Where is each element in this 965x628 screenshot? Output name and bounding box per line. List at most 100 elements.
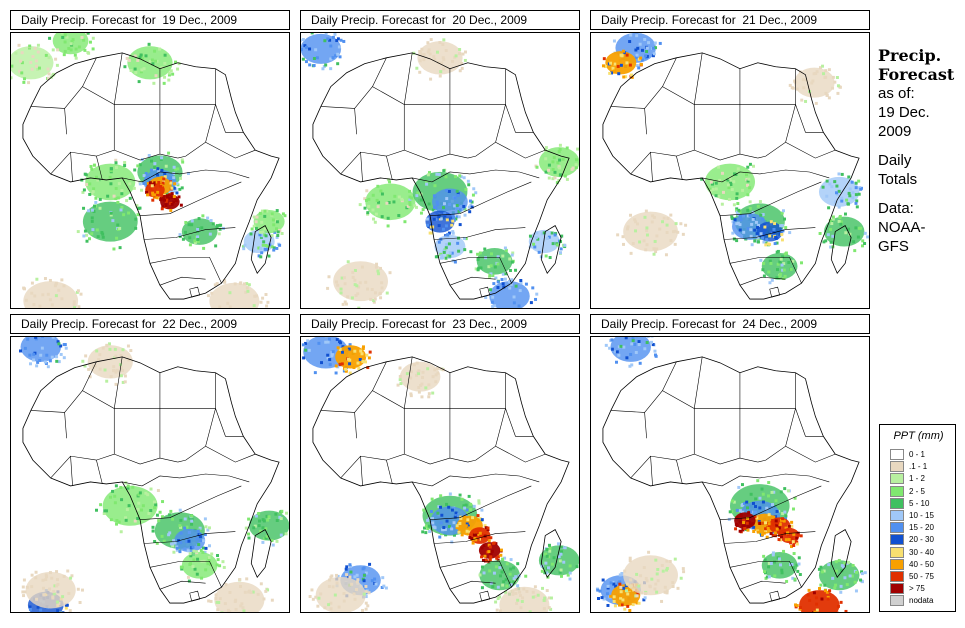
country-border: [739, 276, 786, 286]
country-border: [149, 257, 222, 284]
country-border: [122, 169, 250, 183]
country-border: [144, 531, 236, 544]
lesotho-outline: [769, 590, 781, 602]
country-border: [360, 456, 363, 486]
country-border: [694, 149, 758, 161]
legend-swatch: [890, 571, 904, 582]
country-border: [386, 460, 393, 485]
sidebar-title-line2: Forecast: [878, 65, 955, 84]
country-border: [372, 356, 413, 409]
country-border: [360, 152, 363, 182]
legend-swatch: [890, 473, 904, 485]
country-border: [739, 68, 796, 105]
totals-label: Totals: [878, 171, 918, 188]
legend-label: 1 - 2: [909, 474, 926, 484]
country-border: [30, 410, 67, 439]
lesotho-outline: [189, 590, 201, 602]
lesotho-outline: [479, 286, 491, 298]
country-border: [82, 52, 123, 105]
country-border: [354, 361, 387, 413]
madagascar-outline: [540, 529, 562, 579]
country-border: [630, 104, 695, 175]
country-border: [724, 227, 816, 240]
coastline: [312, 356, 570, 604]
lesotho-outline: [189, 286, 201, 298]
country-border: [114, 453, 178, 465]
precip-field: [301, 33, 579, 308]
country-border: [64, 57, 97, 109]
country-border: [320, 106, 357, 135]
country-border: [434, 227, 526, 240]
country-border: [412, 473, 540, 487]
country-border: [215, 104, 244, 133]
precip-field: [19, 337, 289, 612]
country-border: [439, 257, 512, 284]
country-border: [610, 106, 647, 135]
country-border: [215, 408, 244, 437]
asof-date: 19 Dec.: [878, 104, 930, 121]
country-border: [149, 561, 222, 588]
precip-map: [10, 32, 290, 309]
coastline: [602, 52, 860, 300]
country-border: [757, 408, 796, 463]
country-border: [505, 104, 534, 133]
country-border: [630, 408, 695, 479]
daily-label: Daily: [878, 152, 912, 169]
country-border: [449, 68, 506, 105]
panel-title: Daily Precip. Forecast for 19 Dec., 2009: [10, 10, 290, 30]
precip-map: [10, 336, 290, 613]
country-border: [159, 276, 206, 286]
country-border: [662, 52, 703, 105]
country-border: [114, 149, 178, 161]
legend-label: nodata: [909, 596, 934, 606]
country-border: [757, 104, 796, 159]
country-border: [785, 141, 836, 159]
country-border: [467, 104, 506, 159]
madagascar-outline: [830, 225, 852, 275]
asof-year: 2009: [878, 123, 912, 140]
precip-field: [595, 337, 867, 612]
country-border: [354, 57, 387, 109]
country-border: [720, 181, 822, 216]
country-border: [177, 408, 216, 463]
country-border: [729, 561, 802, 588]
sidebar-info: Precip. Forecast as of: 19 Dec. 2009 Dai…: [878, 46, 963, 256]
country-border: [676, 156, 683, 181]
country-border: [610, 410, 647, 439]
precip-map: [300, 336, 580, 613]
country-border: [404, 149, 468, 161]
country-border: [140, 485, 242, 520]
country-border: [785, 445, 836, 463]
legend-label: 10 - 15: [909, 511, 934, 520]
country-border: [449, 276, 496, 286]
country-border: [495, 445, 546, 463]
country-border: [96, 156, 103, 181]
legend-swatch: [890, 510, 904, 521]
country-border: [644, 361, 677, 413]
country-border: [50, 408, 115, 479]
country-border: [739, 372, 796, 409]
source-line2: GFS: [878, 238, 909, 255]
lesotho-outline: [769, 286, 781, 298]
madagascar-outline: [540, 225, 562, 275]
country-border: [449, 372, 506, 409]
country-border: [729, 257, 802, 284]
country-border: [467, 408, 506, 463]
precip-field: [11, 33, 287, 308]
country-border: [694, 453, 758, 465]
country-border: [114, 372, 161, 409]
country-border: [430, 181, 532, 216]
data-label: Data:: [878, 200, 914, 217]
legend-swatch: [890, 485, 904, 497]
country-border: [412, 169, 540, 183]
country-border: [372, 52, 413, 105]
country-border: [70, 152, 73, 182]
legend-label: 50 - 75: [909, 572, 934, 581]
coastline: [22, 52, 280, 300]
country-border: [724, 531, 816, 544]
country-border: [720, 485, 822, 520]
country-border: [122, 473, 250, 487]
country-border: [205, 445, 256, 463]
coastline: [602, 356, 860, 604]
country-border: [702, 169, 830, 183]
